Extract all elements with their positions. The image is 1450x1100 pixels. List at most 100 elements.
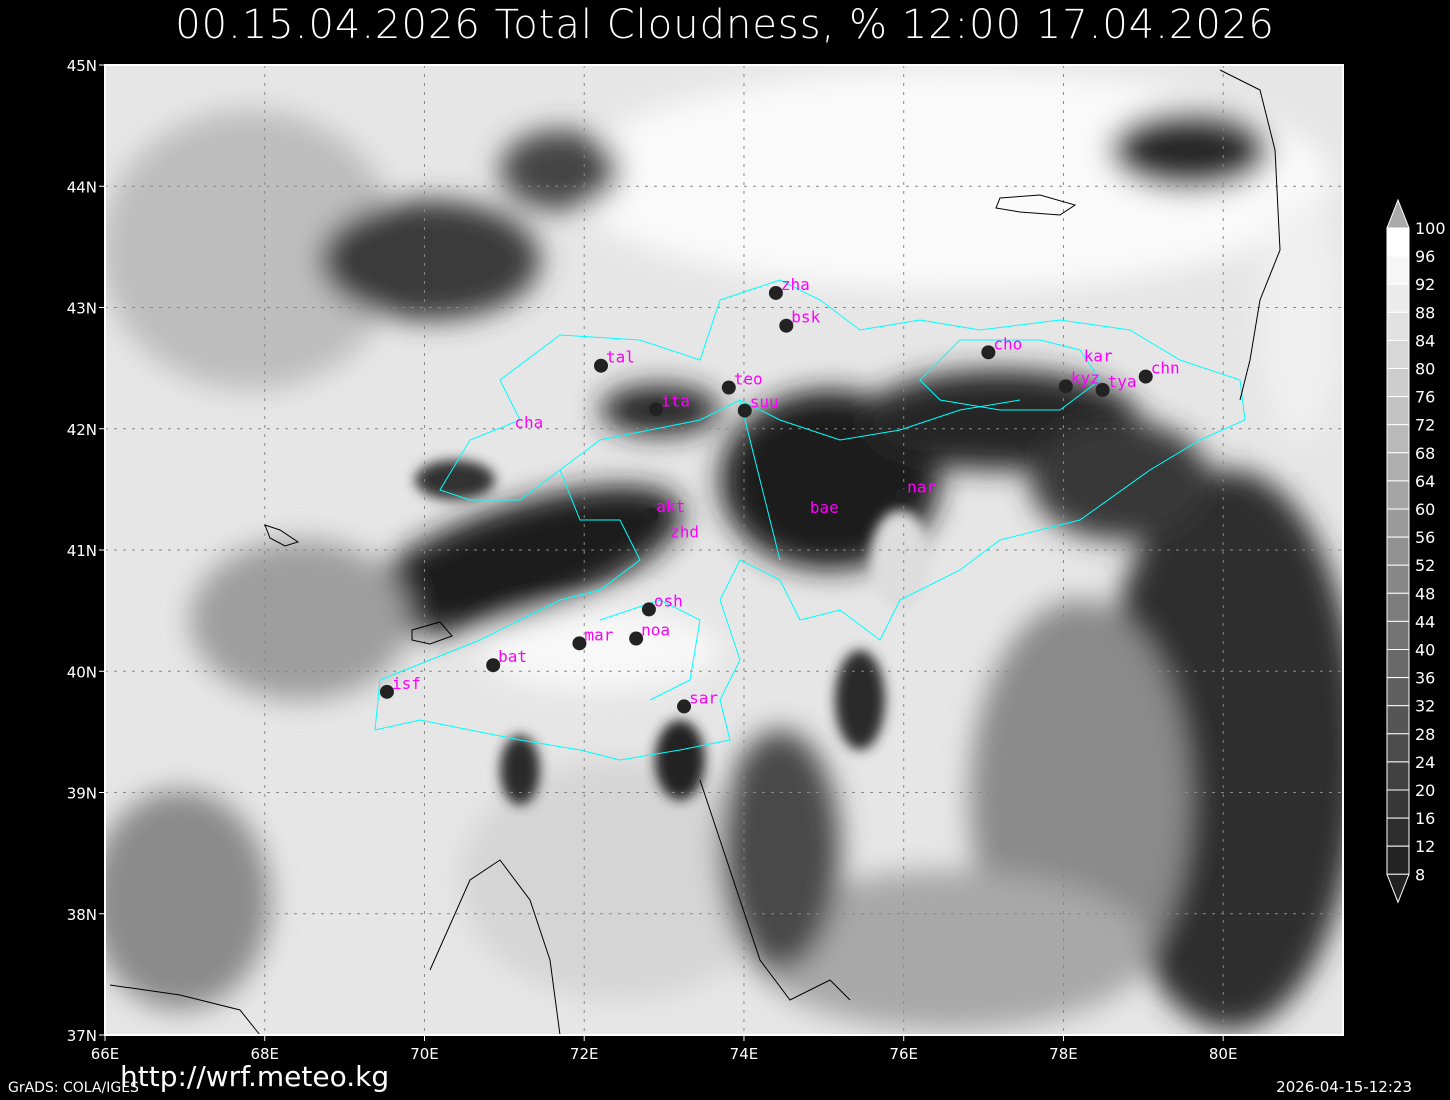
colorbar-level-label: 36 xyxy=(1415,669,1435,688)
lon-tick-label: 72E xyxy=(570,1045,599,1063)
colorbar-max-arrow xyxy=(1386,198,1410,229)
colorbar-swatch xyxy=(1386,283,1410,313)
colorbar-level-label: 40 xyxy=(1415,641,1435,660)
colorbar-swatch xyxy=(1386,508,1410,538)
station-marker-nar xyxy=(895,488,910,503)
station-label-kar: kar xyxy=(1084,346,1113,365)
station-label-noa: noa xyxy=(641,621,670,640)
colorbar-swatch xyxy=(1386,761,1410,791)
station-marker-osh xyxy=(641,602,656,617)
colorbar-swatch xyxy=(1386,649,1410,679)
colorbar-swatch xyxy=(1386,480,1410,510)
colorbar-level-label: 68 xyxy=(1415,444,1435,463)
lat-tick-label: 37N xyxy=(67,1027,97,1045)
lon-tick-label: 70E xyxy=(410,1045,439,1063)
station-marker-noa xyxy=(629,631,644,646)
colorbar-swatch xyxy=(1386,255,1410,285)
station-label-sar: sar xyxy=(689,688,718,707)
source-url[interactable]: http://wrf.meteo.kg xyxy=(120,1060,390,1093)
lat-tick-label: 44N xyxy=(67,178,97,196)
station-label-akt: akt xyxy=(656,497,685,516)
station-marker-kyz xyxy=(1058,379,1073,394)
lat-tick-label: 38N xyxy=(67,906,97,924)
station-label-chn: chn xyxy=(1151,359,1180,378)
colorbar-level-label: 64 xyxy=(1415,472,1435,491)
country-borders xyxy=(374,279,1246,761)
station-label-teo: teo xyxy=(734,370,763,389)
station-marker-sar xyxy=(677,699,692,714)
station-label-suu: suu xyxy=(750,393,779,412)
station-label-bsk: bsk xyxy=(791,308,820,327)
lon-tick-label: 68E xyxy=(250,1045,279,1063)
station-marker-ita xyxy=(649,402,664,417)
lon-tick-label: 76E xyxy=(889,1045,918,1063)
colorbar-swatch xyxy=(1386,368,1410,398)
colorbar-swatch xyxy=(1386,789,1410,819)
colorbar-swatch xyxy=(1386,817,1410,847)
colorbar-level-label: 28 xyxy=(1415,725,1435,744)
station-label-isf: isf xyxy=(392,674,421,693)
colorbar-level-label: 16 xyxy=(1415,809,1435,828)
lon-tick-label: 78E xyxy=(1049,1045,1078,1063)
colorbar-level-label: 96 xyxy=(1415,247,1435,266)
colorbar-swatch xyxy=(1386,677,1410,707)
colorbar-level-label: 44 xyxy=(1415,612,1435,631)
colorbar-swatch xyxy=(1386,733,1410,763)
software-credit: GrADS: COLA/IGES xyxy=(8,1080,139,1096)
station-marker-bsk xyxy=(779,318,794,333)
lat-tick-label: 45N xyxy=(67,57,97,75)
colorbar-level-label: 88 xyxy=(1415,303,1435,322)
station-marker-chn xyxy=(1138,369,1153,384)
colorbar-level-label: 56 xyxy=(1415,528,1435,547)
station-label-tya: tya xyxy=(1108,372,1137,391)
cloud-field xyxy=(105,65,1343,1035)
map-title: 00.15.04.2026 Total Cloudness, % 12:00 1… xyxy=(175,2,1275,48)
colorbar-level-label: 60 xyxy=(1415,500,1435,519)
generation-timestamp: 2026-04-15-12:23 xyxy=(1276,1078,1412,1096)
colorbar-swatch xyxy=(1386,592,1410,622)
station-label-zha: zha xyxy=(781,275,810,294)
coastlines xyxy=(109,69,1281,1036)
colorbar-swatch xyxy=(1386,424,1410,454)
station-marker-zha xyxy=(768,285,783,300)
station-label-nar: nar xyxy=(907,477,936,496)
colorbar-level-label: 72 xyxy=(1415,416,1435,435)
station-marker-cho xyxy=(981,345,996,360)
station-label-mar: mar xyxy=(584,625,613,644)
station-label-kyz: kyz xyxy=(1071,368,1100,387)
station-label-cha: cha xyxy=(514,413,543,432)
colorbar-level-label: 8 xyxy=(1415,865,1425,884)
station-label-ita: ita xyxy=(661,391,690,410)
station-label-tal: tal xyxy=(606,348,635,367)
colorbar-swatch xyxy=(1386,311,1410,341)
station-label-osh: osh xyxy=(654,591,683,610)
colorbar-min-arrow xyxy=(1386,873,1410,904)
station-marker-bat xyxy=(486,658,501,673)
colorbar-swatch xyxy=(1386,564,1410,594)
station-marker-tya xyxy=(1095,382,1110,397)
lat-tick-label: 40N xyxy=(67,663,97,681)
lon-tick-label: 74E xyxy=(730,1045,759,1063)
colorbar-level-label: 100 xyxy=(1415,219,1446,238)
station-label-zhd: zhd xyxy=(670,522,699,541)
colorbar-swatch xyxy=(1386,339,1410,369)
colorbar-swatch xyxy=(1386,845,1410,875)
colorbar-level-label: 48 xyxy=(1415,584,1435,603)
colorbar-level-label: 20 xyxy=(1415,781,1435,800)
station-marker-akt xyxy=(644,507,659,522)
colorbar-level-label: 80 xyxy=(1415,360,1435,379)
station-marker-tal xyxy=(593,358,608,373)
colorbar-swatch xyxy=(1386,396,1410,426)
colorbar: 100 96 92 88 84 80 76 72 68 64 60 56 52 48 44 40 36 32 28 2… xyxy=(1386,198,1446,904)
colorbar-swatch xyxy=(1386,227,1410,257)
colorbar-level-label: 84 xyxy=(1415,331,1435,350)
station-label-bat: bat xyxy=(498,647,527,666)
colorbar-level-label: 52 xyxy=(1415,556,1435,575)
station-marker-teo xyxy=(721,380,736,395)
colorbar-level-label: 24 xyxy=(1415,753,1435,772)
colorbar-level-label: 32 xyxy=(1415,697,1435,716)
lat-tick-label: 39N xyxy=(67,785,97,803)
axes: 66E 68E 70E 72E 74E 76E 78E 80E 37N 38N 39N 40N 41N 4… xyxy=(67,57,1238,1063)
